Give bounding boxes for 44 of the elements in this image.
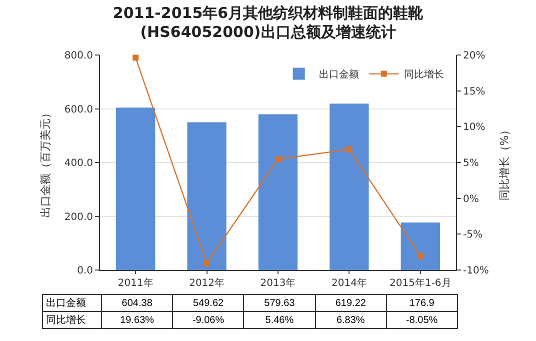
x-tick-label: 2011年 xyxy=(118,277,154,289)
data-label: 579.63 xyxy=(244,294,316,312)
y-tick-label: 400.0 xyxy=(64,158,93,169)
y-tick-label: 600.0 xyxy=(64,104,93,116)
text: 同比增长 xyxy=(46,315,86,326)
chart-title: 2011-2015年6月其他纺织材料制鞋面的鞋靴(HS64052000)出口总额及增速统计 xyxy=(112,4,424,43)
y2-tick-label: 5% xyxy=(463,158,479,169)
y2-tick-label: -10% xyxy=(463,266,489,276)
data-label: 549.62 xyxy=(172,294,244,312)
bar xyxy=(258,114,298,270)
point xyxy=(346,146,352,152)
data-label: -8.05% xyxy=(386,312,458,328)
x-tick-label: 2012年 xyxy=(189,277,225,289)
data-label: -9.06% xyxy=(172,312,244,328)
point xyxy=(204,260,210,266)
x-tick-label: 2015年1-6月 xyxy=(390,277,452,289)
bar xyxy=(330,104,369,270)
y-tick-label: 200.0 xyxy=(64,212,93,223)
point xyxy=(275,156,281,162)
y2-tick-label: 15% xyxy=(463,86,486,98)
y-tick-label: 800.0 xyxy=(64,50,93,62)
y2-axis-title: 同比增长（%） xyxy=(498,124,512,201)
data-label: 604.38 xyxy=(102,294,173,312)
x-tick-label: 2013年 xyxy=(260,277,296,289)
y2-tick-label: 0% xyxy=(463,194,479,205)
point xyxy=(417,253,424,260)
y-tick-label: 0.0 xyxy=(77,266,93,276)
legend-label: 出口金额 xyxy=(318,68,359,81)
legend-label: 同比增长 xyxy=(404,68,444,81)
y2-tick-label: 10% xyxy=(463,122,486,134)
data-label: 619.22 xyxy=(315,294,386,312)
point xyxy=(132,54,139,61)
y2-tick-label: -5% xyxy=(463,230,482,241)
bar xyxy=(400,222,440,270)
data-label: 19.63% xyxy=(102,312,173,328)
x-tick-label: 2014年 xyxy=(331,277,367,289)
y2-tick-label: 20% xyxy=(463,50,486,62)
bar xyxy=(187,122,226,270)
data-label: 6.83% xyxy=(315,312,386,328)
data-label: 5.46% xyxy=(244,312,316,328)
text: 出口金额 xyxy=(46,298,86,309)
y-axis-title: 出口金额（百万美元） xyxy=(39,108,52,218)
bar xyxy=(116,108,156,270)
data-label: 176.9 xyxy=(386,294,458,312)
